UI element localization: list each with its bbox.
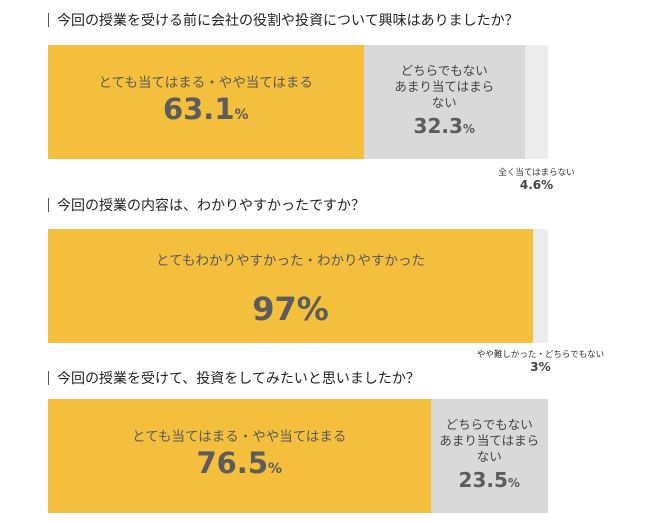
category-label: あまり当てはまら: [439, 433, 540, 448]
value-label: 76.5%: [48, 446, 431, 480]
outside-data-label: やや難しかった・どちらでもない 3%: [451, 348, 631, 374]
value-label: 4.6%: [447, 178, 627, 192]
value-number: 3: [530, 360, 539, 374]
value-label: 97%: [48, 290, 533, 328]
segment-content: とても当てはまる・やや当てはまる 63.1%: [48, 75, 364, 126]
title-marker: [48, 198, 49, 212]
title-marker: [48, 13, 49, 27]
category-label: どちらでもない: [445, 417, 533, 432]
value-unit: %: [462, 122, 475, 136]
value-unit: %: [234, 107, 249, 123]
bar-segment: とても当てはまる・やや当てはまる 63.1%: [48, 45, 364, 159]
value-label: 32.3%: [364, 114, 526, 138]
segment-content: どちらでもない あまり当てはまら ない 23.5%: [431, 417, 549, 492]
stacked-bar: とてもわかりやすかった・わかりやすかった 97%: [48, 229, 548, 343]
value-label: 63.1%: [48, 92, 364, 126]
segment-content: どちらでもない あまり当てはまら ない 32.3%: [364, 63, 526, 138]
bar-segment: とてもわかりやすかった・わかりやすかった 97%: [48, 229, 533, 343]
value-unit: %: [268, 461, 283, 477]
title-marker: [48, 371, 49, 385]
value-unit: %: [541, 178, 554, 192]
category-label: 全く当てはまらない: [498, 168, 575, 178]
category-label: ない: [476, 449, 502, 464]
value-unit: %: [507, 476, 520, 490]
stacked-bar: とても当てはまる・やや当てはまる 76.5% どちらでもない あまり当てはまら ない 23…: [48, 399, 548, 513]
question-title: 今回の授業の内容は、わかりやすかったですか？: [48, 195, 365, 215]
category-label: あまり当てはまら: [394, 79, 495, 94]
category-label: どちらでもない: [400, 63, 488, 78]
bar-segment: どちらでもない あまり当てはまら ない 23.5%: [430, 399, 549, 513]
bar-segment: どちらでもない あまり当てはまら ない 32.3%: [363, 45, 526, 159]
category-label: とてもわかりやすかった・わかりやすかった: [156, 253, 425, 269]
stacked-bar: とても当てはまる・やや当てはまる 63.1% どちらでもない あまり当てはまら ない 32…: [48, 45, 548, 159]
value-label: 23.5%: [431, 468, 549, 492]
category-label: やや難しかった・どちらでもない: [476, 350, 605, 360]
segment-content: とてもわかりやすかった・わかりやすかった 97%: [48, 253, 533, 328]
value-unit: %: [538, 360, 551, 374]
value-number: 32.3: [413, 114, 463, 138]
category-label: ない: [431, 95, 457, 110]
value-label: 3%: [451, 360, 631, 374]
segment-content: とても当てはまる・やや当てはまる 76.5%: [48, 429, 431, 480]
bar-segment: [525, 45, 548, 159]
value-number: 4.6: [519, 178, 542, 192]
value-number: 23.5: [458, 468, 508, 492]
question-title: 今回の授業を受ける前に会社の役割や投資について興味はありましたか？: [48, 10, 519, 30]
question-title: 今回の授業を受けて、投資をしてみたいと思いましたか？: [48, 368, 420, 388]
category-label: とても当てはまる・やや当てはまる: [98, 75, 313, 91]
value-number: 97: [252, 290, 297, 328]
value-number: 63.1: [162, 92, 235, 126]
question-text: 今回の授業の内容は、わかりやすかったですか？: [57, 198, 365, 214]
value-unit: %: [296, 290, 329, 328]
bar-segment: とても当てはまる・やや当てはまる 76.5%: [48, 399, 431, 513]
outside-data-label: 全く当てはまらない 4.6%: [447, 166, 627, 192]
category-label: とても当てはまる・やや当てはまる: [132, 429, 347, 445]
question-text: 今回の授業を受ける前に会社の役割や投資について興味はありましたか？: [57, 13, 519, 29]
value-number: 76.5: [196, 446, 269, 480]
question-text: 今回の授業を受けて、投資をしてみたいと思いましたか？: [57, 371, 420, 387]
bar-segment: [533, 229, 548, 343]
